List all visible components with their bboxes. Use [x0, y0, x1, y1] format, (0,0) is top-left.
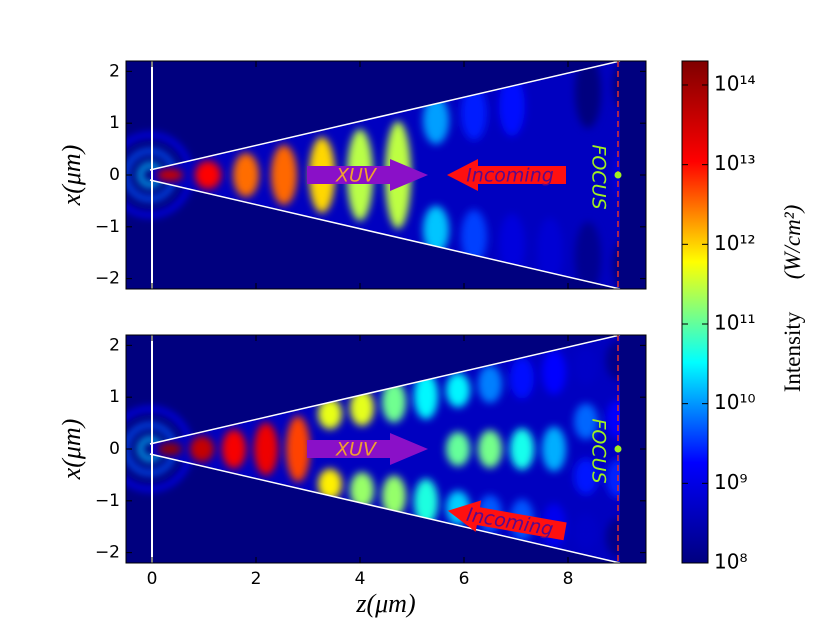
incoming-label: Incoming [466, 165, 554, 187]
blob [574, 348, 598, 385]
blob [461, 209, 487, 264]
annotations-bottom: XUV Incoming FOCUS [307, 418, 622, 541]
blob [350, 472, 374, 509]
blob [613, 238, 620, 289]
colorbar-tick-label: 10¹³ [714, 151, 755, 175]
blob [575, 61, 601, 129]
blob [271, 145, 297, 205]
y-tick-label: 2 [109, 61, 120, 81]
cone-edge [149, 179, 621, 289]
blob [157, 168, 183, 182]
colorbar-unit: (W/cm²) [780, 205, 805, 280]
blob [575, 221, 601, 289]
blob [499, 213, 525, 275]
cone-edge [149, 453, 621, 563]
blob [286, 416, 310, 482]
focus-point [614, 171, 622, 179]
blob [574, 513, 598, 550]
colorbar-tick-label: 10¹¹ [714, 310, 755, 334]
focus-label: FOCUS [588, 418, 610, 483]
blob [158, 442, 182, 456]
blob [195, 160, 221, 190]
blob [254, 422, 278, 476]
colorbar-tick-label: 10¹⁰ [714, 390, 755, 414]
xuv-label: XUV [335, 439, 378, 461]
y-axis-label: x(μm) [57, 145, 86, 207]
x-tick-label: 2 [251, 569, 262, 589]
blob [446, 431, 470, 467]
y-tick-label: 2 [109, 335, 120, 355]
cone-edge [149, 61, 621, 171]
blob [190, 436, 214, 462]
incoming-arrow [447, 500, 567, 541]
blob [510, 357, 534, 399]
blob [542, 426, 566, 472]
x-tick-label: 0 [147, 569, 158, 589]
colorbar-tick-label: 10⁸ [714, 550, 747, 574]
cone-edge [149, 335, 621, 445]
focus-point [614, 445, 622, 453]
blob [613, 61, 620, 112]
colorbar-tick-label: 10⁹ [714, 470, 747, 494]
blob [537, 65, 563, 133]
blob [423, 96, 449, 145]
blob [222, 429, 246, 469]
blob [414, 372, 438, 420]
annotations-top: XUV Incoming FOCUS [307, 144, 622, 210]
blob [478, 365, 502, 404]
blob [478, 430, 502, 468]
y-tick-label: −1 [95, 217, 120, 237]
xuv-arrow [307, 433, 428, 465]
blob [382, 381, 406, 423]
y-tick-label: 1 [109, 113, 120, 133]
blob [574, 403, 598, 440]
blob [499, 75, 525, 137]
x-axis-label: z(μm) [355, 589, 415, 618]
y-tick-label: 0 [109, 439, 120, 459]
blob [423, 205, 449, 254]
blob [542, 349, 566, 395]
blob [318, 398, 342, 430]
xuv-arrow [307, 159, 428, 191]
blob [233, 152, 259, 198]
x-tick-label: 8 [563, 569, 574, 589]
blob [350, 389, 374, 426]
blob [574, 458, 598, 495]
focus-label: FOCUS [588, 144, 610, 209]
colorbar-label: Intensity (W/cm²) [780, 205, 805, 393]
y-tick-label: 1 [109, 387, 120, 407]
colorbar-tick-label: 10¹² [714, 231, 755, 255]
blob [537, 217, 563, 285]
x-tick-label: 6 [459, 569, 470, 589]
blob [510, 428, 534, 470]
y-tick-label: −2 [95, 269, 120, 289]
y-axis-label: x(μm) [57, 419, 86, 481]
blob [461, 86, 487, 141]
blob [613, 148, 620, 202]
colorbar-tick-label: 10¹⁴ [714, 71, 755, 95]
blob [382, 475, 406, 517]
blob [446, 372, 470, 408]
x-tick-label: 4 [355, 569, 366, 589]
incoming-arrow [447, 159, 566, 191]
blobs [157, 61, 620, 289]
y-tick-label: 0 [109, 165, 120, 185]
xuv-label: XUV [335, 165, 378, 187]
blob [414, 478, 438, 526]
colorbar-title: Intensity [780, 311, 805, 392]
y-tick-label: −1 [95, 491, 120, 511]
blob [318, 468, 342, 500]
colorbar [681, 60, 709, 564]
y-tick-label: −2 [95, 543, 120, 563]
